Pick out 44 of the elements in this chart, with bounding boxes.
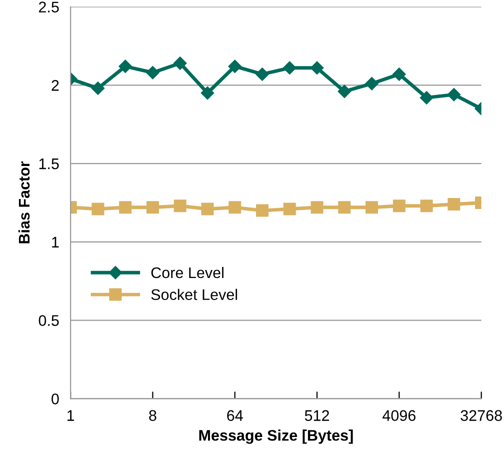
legend-label: Core Level [151,266,224,278]
point [283,202,296,216]
y-tick-label: 0.5 [38,315,59,326]
x-tick-label: 32768 [460,410,502,421]
point [447,88,461,102]
point [118,60,132,73]
point [338,201,351,214]
point [174,56,187,70]
point [228,201,242,214]
x-tick-label: 64 [227,410,243,421]
y-tick-label: 0 [52,394,59,404]
y-tick-label: 2.5 [38,2,59,12]
point [420,91,434,104]
point [338,84,351,98]
x-tick-label: 8 [149,410,156,421]
point [256,68,269,81]
x-tick-label: 4096 [382,410,416,421]
point [392,68,406,81]
point [310,61,324,75]
point [119,201,132,214]
point [392,200,406,212]
y-tick-label: 2 [52,80,59,91]
x-tick-label: 1 [67,410,74,421]
point [310,201,324,214]
point [448,198,460,211]
point [91,82,105,95]
point [256,204,268,217]
point [146,201,159,214]
point [228,60,242,73]
point [366,201,378,214]
legend-label: Socket Level [151,288,238,300]
point [283,61,296,75]
point [201,202,214,216]
x-tick-label: 512 [304,410,329,421]
point [365,77,378,90]
point [92,202,104,216]
point [174,200,186,212]
y-tick-label: 1 [52,236,59,248]
point [420,200,433,212]
point [200,86,214,100]
y-tick-label: 1.5 [39,158,59,170]
y-axis-title: Bias Factor [18,161,30,244]
x-axis-title: Message Size [Bytes] [199,430,353,444]
point [146,66,160,80]
